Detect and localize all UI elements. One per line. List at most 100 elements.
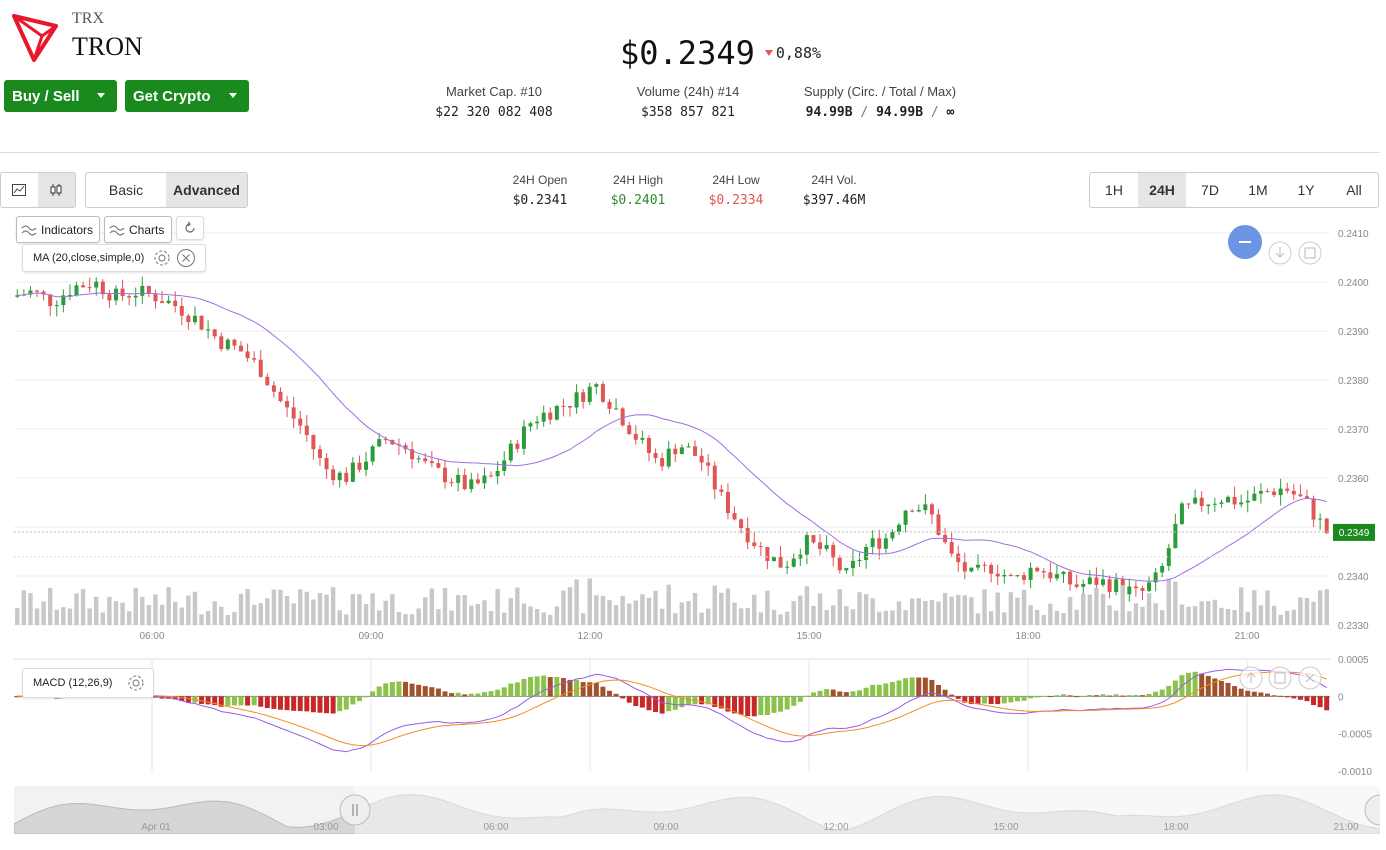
candle-body [81,285,86,288]
candle-body [1226,496,1231,503]
gear-icon[interactable] [152,248,172,268]
gear-icon[interactable] [126,673,146,693]
range-tab-1y[interactable]: 1Y [1297,182,1315,198]
macd-histogram-bar [528,676,534,697]
candle-body [1028,567,1033,580]
buy-sell-button[interactable]: Buy / Sell [4,80,117,112]
volume-bar [284,596,290,625]
volume-bar [1317,590,1323,625]
volume-bar [995,592,1000,625]
navigator-left-handle[interactable] [339,794,371,826]
candle-body [140,285,145,296]
volume-bar [47,587,53,625]
range-tab-7d[interactable]: 7D [1201,182,1219,198]
collapse-icon[interactable] [1228,225,1262,259]
time-navigator[interactable]: Apr 01 03:00 06:00 09:00 12:00 15:00 18:00 21:0… [14,786,1380,834]
close-icon[interactable] [1298,666,1322,690]
macd-histogram-bar [580,682,586,697]
range-tab-24h[interactable]: 24H [1138,173,1186,207]
volume-bar [166,587,171,625]
fullscreen-icon[interactable] [1298,241,1322,265]
macd-histogram-bar [1297,696,1303,700]
macd-histogram-bar [567,679,573,697]
volume-bar [890,610,895,625]
candle-body [449,482,454,484]
range-tab-1h[interactable]: 1H [1105,182,1123,198]
volume-bar [1186,606,1191,625]
candle-body [1054,574,1059,579]
range-tab-1m[interactable]: 1M [1248,182,1268,198]
candle-body [633,433,638,440]
macd-histogram-bar [455,692,461,697]
volume-bar [298,589,303,625]
volume-bar [1034,609,1040,625]
move-up-icon[interactable] [1239,666,1263,690]
macd-histogram-bar [501,687,507,697]
candle-body [837,557,842,571]
volume-bar [936,601,941,625]
volume-bar [949,596,954,625]
charts-icon [109,225,125,235]
charts-button[interactable]: Charts [104,216,172,243]
macd-histogram-bar [751,696,757,717]
candlestick-chart-button[interactable] [37,173,75,207]
volume-bar [528,606,533,625]
get-crypto-button[interactable]: Get Crypto [125,80,249,112]
maximize-icon[interactable] [1268,666,1292,690]
macd-histogram-bar [837,691,843,697]
volume-bar [962,595,968,625]
price-chart[interactable]: 0.2410 0.2400 0.2390 0.2380 0.2370 0.2360 0.23… [0,218,1386,778]
macd-histogram-bar [383,683,389,697]
macd-histogram-bar [817,690,823,697]
macd-histogram-bar [685,696,691,705]
advanced-mode-tab[interactable]: Advanced [166,173,247,207]
candle-body [489,475,494,477]
download-icon[interactable] [1268,241,1292,265]
macd-histogram-bar [732,696,738,714]
volume-bar [534,608,540,625]
candle-body [192,315,197,323]
volume-bar [508,598,513,625]
close-icon[interactable] [176,248,196,268]
navigator-right-handle[interactable] [1364,794,1380,826]
candle-body [298,418,303,426]
indicators-button[interactable]: Indicators [16,216,100,243]
stat-label: 24H Vol. [811,173,857,187]
volume-bar [469,605,474,625]
candle-body [436,463,441,468]
supply-sep: / [860,105,869,120]
candle-body [897,524,902,532]
market-cap-stat: Market Cap. #10 $22 320 082 408 [424,84,564,120]
volume-bar [363,603,369,625]
line-chart-button[interactable] [1,173,38,207]
supply-stat: Supply (Circ. / Total / Max) 94.99B / 94… [790,84,970,120]
candle-body [1193,497,1198,504]
macd-histogram-bar [370,691,376,697]
volume-bar [883,610,889,625]
price-change: 0,88% [775,44,822,62]
volume-bar [324,594,329,625]
volume-bar [1245,611,1250,625]
volume-bar [219,606,224,625]
basic-mode-tab[interactable]: Basic [108,182,144,198]
volume-bar [67,608,73,625]
macd-histogram-bar [264,696,270,709]
candle-body [1199,497,1204,507]
reset-button[interactable] [176,216,204,240]
range-tab-all[interactable]: All [1346,182,1362,198]
volume-bar [396,612,402,625]
macd-histogram-bar [857,690,863,697]
macd-histogram-bar [1061,694,1067,697]
candle-body [186,315,191,323]
candle-body [133,295,138,298]
volume-bar [659,608,665,625]
volume-bar [870,598,875,625]
candle-body [1291,490,1296,495]
candle-body [1272,491,1277,496]
macd-histogram-bar [429,687,435,697]
volume-bar [745,608,750,625]
candle-body [883,538,888,549]
candle-body [1173,523,1178,549]
candle-body [311,435,316,450]
volume-bar [225,614,231,625]
